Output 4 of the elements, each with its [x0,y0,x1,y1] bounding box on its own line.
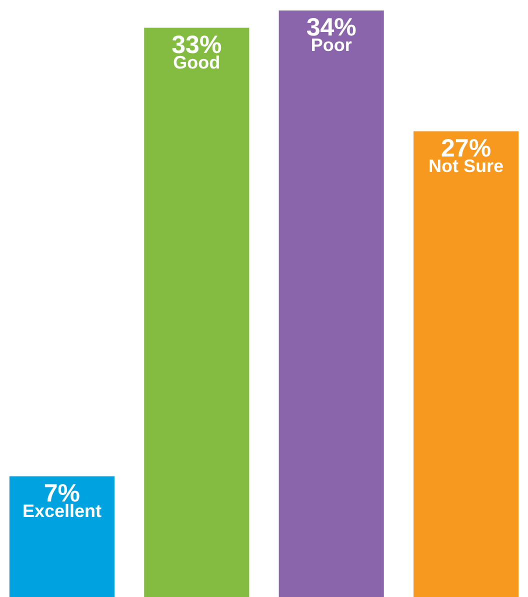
bar [144,28,250,597]
bar [278,10,384,597]
bar [414,131,519,597]
bar [9,476,114,597]
